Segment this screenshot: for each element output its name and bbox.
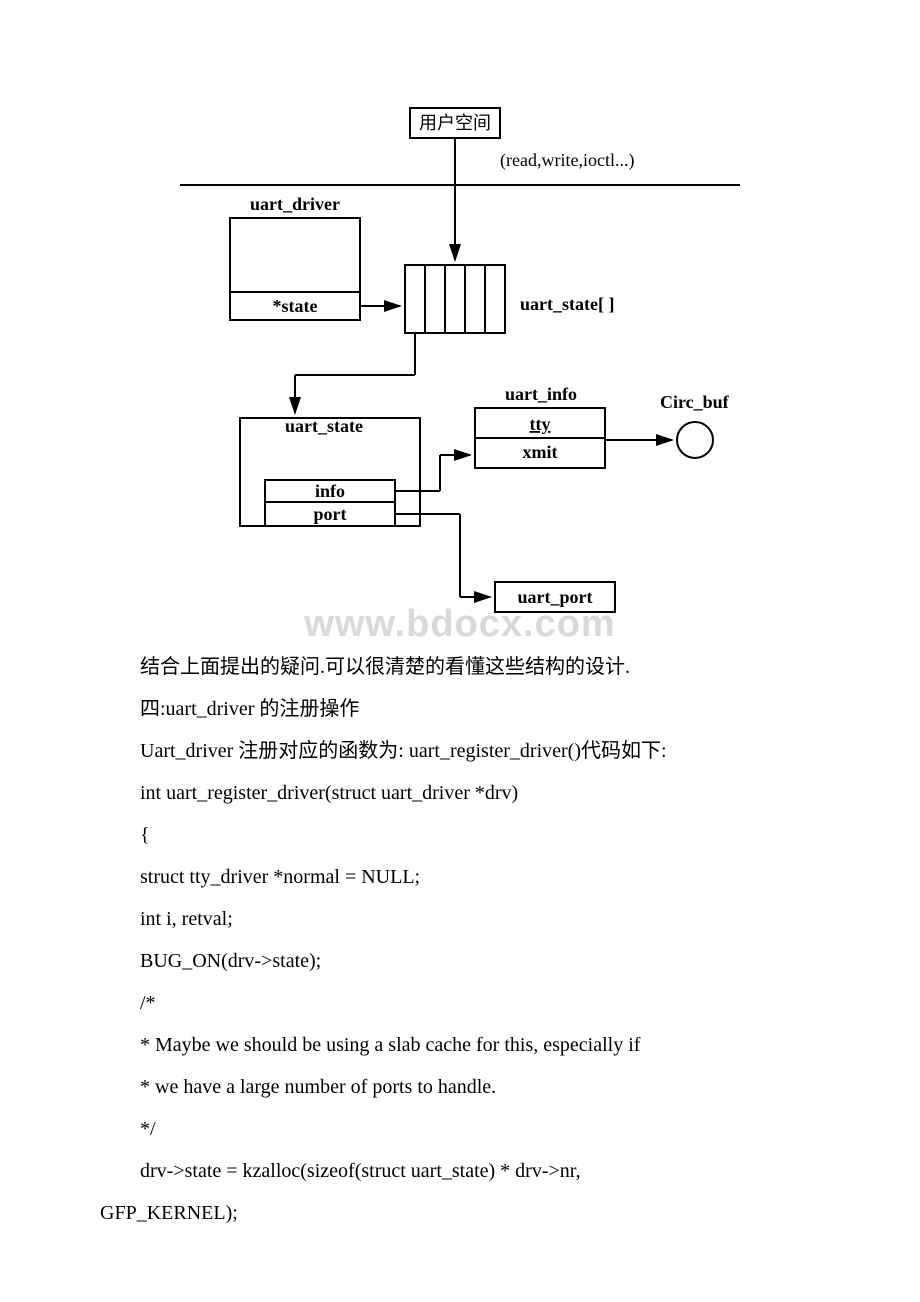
code-line: struct tty_driver *normal = NULL; [100,858,820,896]
label-uart-driver: uart_driver [250,194,340,214]
paragraph: 结合上面提出的疑问.可以很清楚的看懂这些结构的设计. [100,648,820,686]
paragraph: 四:uart_driver 的注册操作 [100,690,820,728]
code-line: * Maybe we should be using a slab cache … [100,1026,820,1064]
code-line: int i, retval; [100,900,820,938]
label-state-ptr: *state [273,296,318,316]
code-line: */ [100,1110,820,1148]
label-xmit: xmit [523,442,558,462]
document-page: 用户空间 (read,write,ioctl...) uart_driver *… [0,0,920,1296]
code-line: GFP_KERNEL); [100,1194,820,1232]
label-user-space: 用户空间 [419,113,491,133]
code-line: { [100,816,820,854]
label-uart-port: uart_port [518,587,593,607]
diagram-container: 用户空间 (read,write,ioctl...) uart_driver *… [170,100,750,640]
paragraph: Uart_driver 注册对应的函数为: uart_register_driv… [100,732,820,770]
label-state-array: uart_state[ ] [520,294,614,314]
body-text: 结合上面提出的疑问.可以很清楚的看懂这些结构的设计. 四:uart_driver… [100,648,820,1232]
code-line: * we have a large number of ports to han… [100,1068,820,1106]
uart-diagram: 用户空间 (read,write,ioctl...) uart_driver *… [170,100,750,640]
code-line: /* [100,984,820,1022]
code-line: BUG_ON(drv->state); [100,942,820,980]
label-tty: tty [530,414,551,434]
label-port: port [314,504,347,524]
node-circ-buf [677,422,713,458]
label-syscalls: (read,write,ioctl...) [500,150,634,171]
label-circ-buf: Circ_buf [660,392,730,412]
code-line: int uart_register_driver(struct uart_dri… [100,774,820,812]
label-info: info [315,481,345,501]
node-state-array [405,265,505,333]
label-uart-info: uart_info [505,384,577,404]
code-line: drv->state = kzalloc(sizeof(struct uart_… [100,1152,820,1190]
